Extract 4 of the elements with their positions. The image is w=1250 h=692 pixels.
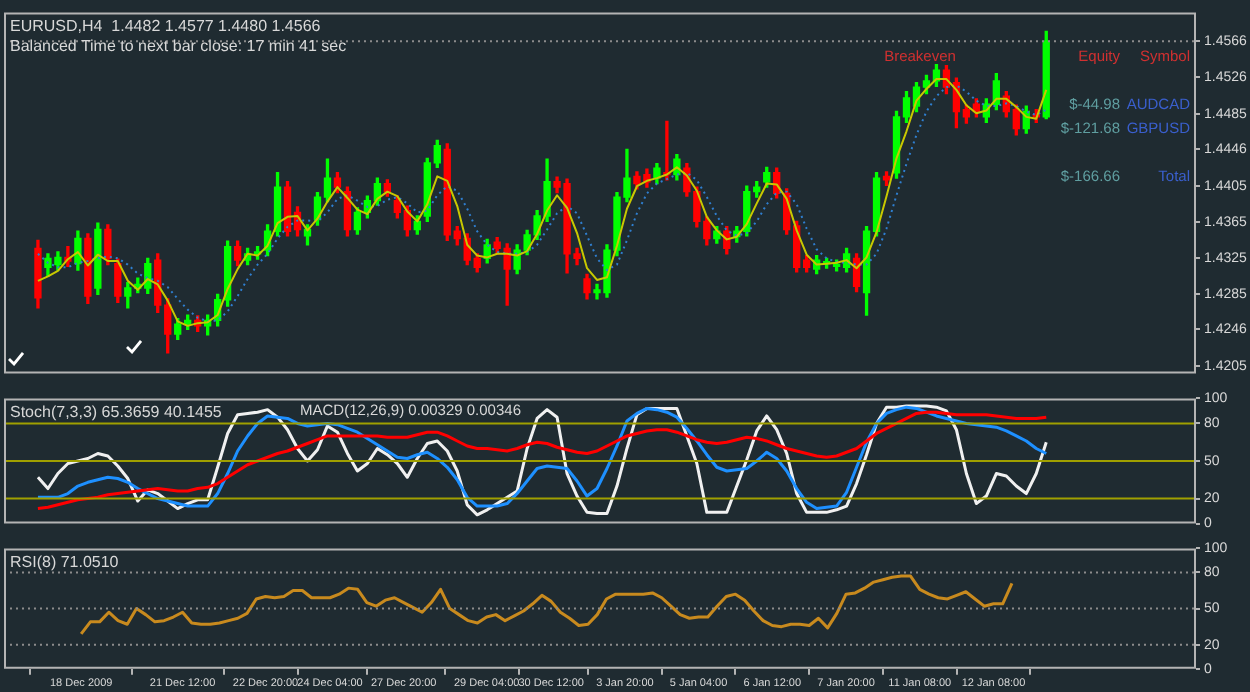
chart-title: RSI(8) 71.0510 <box>10 552 120 571</box>
text: Balanced Time to next bar close: 17 min 41 sec <box>10 36 347 55</box>
chart-title: Stoch(7,3,3) 65.3659 40.1455 <box>10 402 223 421</box>
chart-title: EURUSD,H4 1.4482 1.4577 1.4480 1.4566 <box>10 16 322 35</box>
